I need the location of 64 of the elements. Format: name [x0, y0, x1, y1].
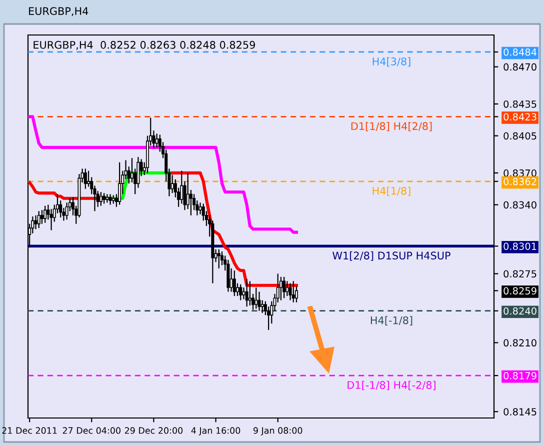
y-tick-label: 0.8340: [504, 201, 536, 209]
candlestick: [99, 191, 102, 206]
y-tick-label: 0.8435: [504, 100, 536, 108]
y-tick-label: 0.8301: [504, 242, 536, 250]
candlestick: [130, 158, 134, 184]
y-tick-label: 0.8240: [504, 307, 536, 315]
candlestick: [230, 268, 233, 292]
y-tick-label: 0.8370: [504, 169, 536, 177]
candlestick: [288, 282, 292, 301]
candlestick: [170, 174, 174, 194]
candlestick: [50, 208, 53, 231]
y-tick-label: 0.8275: [504, 270, 536, 278]
candlestick: [155, 133, 158, 148]
candlestick: [44, 205, 47, 224]
candlestick: [286, 280, 289, 297]
candlestick: [40, 210, 44, 224]
candlestick: [65, 202, 68, 220]
candlestick: [260, 300, 264, 314]
y-tick-label: 0.8405: [504, 132, 536, 140]
ref-line-label: D1[1/8] H4[2/8]: [351, 122, 432, 132]
candlestick: [254, 286, 258, 310]
ref-line-label: D1[-1/8] H4[-2/8]: [348, 380, 436, 390]
x-tick-label: 9 Jan 08:00: [253, 427, 302, 436]
candlestick: [248, 280, 252, 306]
candlestick: [292, 280, 295, 303]
candlestick: [118, 162, 122, 206]
x-tick-label: 29 Dec 20:00: [124, 427, 183, 434]
candlestick: [258, 291, 261, 312]
candlestick: [87, 170, 90, 188]
candlestick: [226, 259, 230, 292]
line-series: [28, 115, 298, 234]
candlestick: [102, 192, 106, 204]
candlestick: [279, 276, 282, 301]
y-tick-label: 0.8362: [504, 178, 536, 186]
y-tick-label: 0.8259: [504, 287, 536, 295]
y-tick-label: 0.8145: [504, 408, 536, 416]
chart-title: EURGBP,H4: [29, 7, 88, 16]
candlestick: [282, 276, 286, 299]
candlestick: [232, 270, 236, 297]
candlestick: [34, 214, 38, 230]
y-tick-label: 0.8179: [504, 372, 536, 380]
candlestick: [245, 278, 248, 308]
x-tick-label: 21 Dec 2011: [2, 427, 57, 434]
candlestick: [180, 170, 184, 204]
candlestick: [198, 202, 202, 215]
ref-line-label: W1[2/8] D1SUP H4SUP: [332, 251, 450, 261]
ref-line-label: H4[3/8]: [372, 57, 410, 67]
y-tick-label: 0.8470: [504, 63, 536, 71]
ref-line-label: H4[-1/8]: [370, 316, 412, 326]
candlestick: [37, 210, 40, 229]
x-tick-label: 4 Jan 16:00: [191, 427, 240, 436]
candlestick: [189, 189, 192, 216]
chart-subtitle: EURGBP,H4 0.8252 0.8263 0.8248 0.8259: [34, 40, 255, 50]
candlestick: [236, 282, 240, 297]
candlestick: [217, 248, 220, 269]
candlestick: [239, 284, 242, 301]
y-tick-label: 0.8423: [504, 113, 536, 121]
y-tick-label: 0.8210: [504, 339, 536, 347]
candlestick: [108, 194, 112, 206]
candlestick: [84, 168, 87, 190]
ref-line-label: H4[1/8]: [372, 186, 410, 196]
y-tick-label: 0.8484: [504, 48, 536, 56]
candlestick: [242, 286, 246, 300]
x-tick-label: 27 Dec 04:00: [62, 427, 120, 434]
